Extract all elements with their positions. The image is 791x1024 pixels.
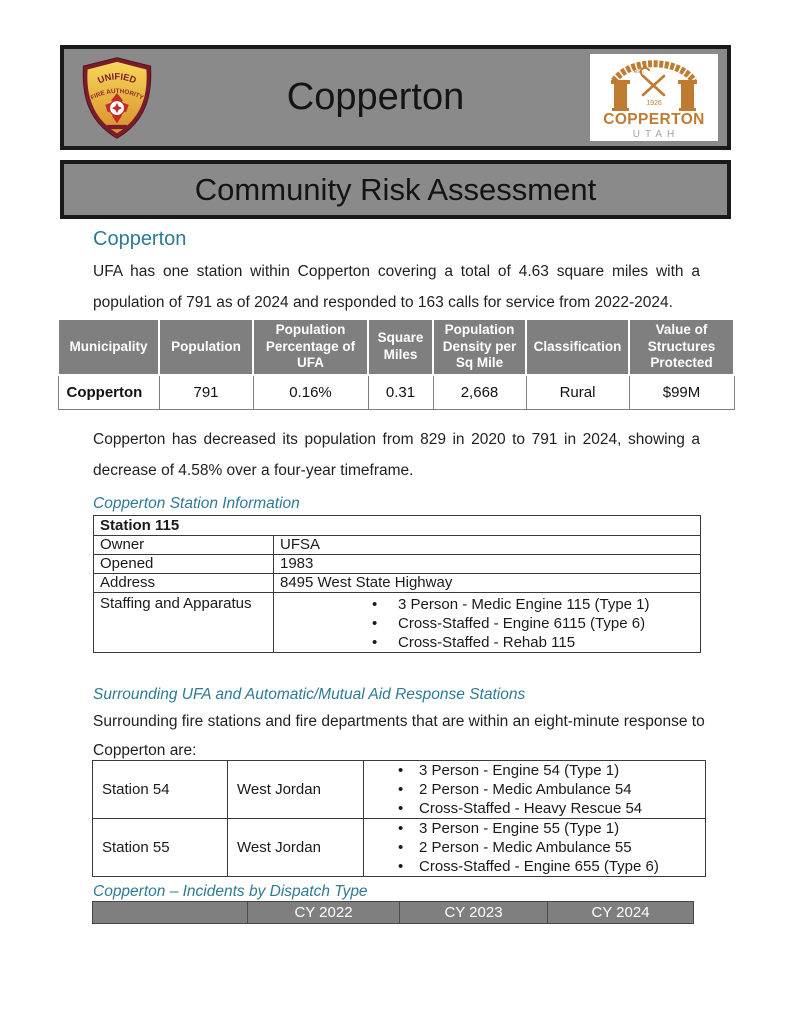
incidents-heading: Copperton – Incidents by Dispatch Type: [93, 883, 368, 900]
cell-pop-percentage: 0.16%: [252, 374, 369, 410]
apparatus-item: Cross-Staffed - Heavy Rescue 54: [364, 799, 705, 818]
section-heading-copperton: Copperton: [93, 228, 187, 250]
station-row-owner: Owner UFSA: [93, 535, 702, 555]
cell-municipality: Copperton: [57, 374, 160, 410]
station-label-staffing: Staffing and Apparatus: [93, 592, 274, 653]
incidents-header-blank-cell: [93, 902, 248, 923]
staffing-item: Cross-Staffed - Rehab 115: [280, 633, 694, 652]
staffing-item: Cross-Staffed - Engine 6115 (Type 6): [280, 614, 694, 633]
municipality-table: Municipality Population Population Perce…: [57, 318, 735, 410]
station-value-opened: 1983: [272, 554, 702, 574]
station-value-owner: UFSA: [272, 535, 702, 555]
staffing-apparatus-list: 3 Person - Medic Engine 115 (Type 1) Cro…: [280, 595, 694, 652]
station-55-name: Station 55: [92, 818, 228, 877]
col-header-pop-percentage: Population Percentage of UFA: [252, 318, 369, 376]
surrounding-stations-table: Station 54 West Jordan 3 Person - Engine…: [92, 760, 706, 877]
copperton-logo-name: COPPERTON: [603, 111, 705, 128]
copperton-logo-state: UTAH: [633, 129, 679, 140]
col-header-population: Population: [158, 318, 254, 376]
ufa-cross-emblem: [105, 92, 129, 123]
cell-population: 791: [158, 374, 254, 410]
station-row-staffing: Staffing and Apparatus 3 Person - Medic …: [93, 592, 702, 653]
cell-square-miles: 0.31: [367, 374, 434, 410]
apparatus-item: 3 Person - Engine 55 (Type 1): [364, 819, 705, 838]
municipality-table-header-row: Municipality Population Population Perce…: [57, 318, 735, 376]
station-label-address: Address: [93, 573, 274, 593]
station-info-heading: Copperton Station Information: [93, 495, 300, 512]
station-row-opened: Opened 1983: [93, 554, 702, 574]
cell-structure-value: $99M: [628, 374, 735, 410]
municipality-data-row: Copperton 791 0.16% 0.31 2,668 Rural $99…: [57, 374, 735, 410]
col-header-density: Population Density per Sq Mile: [432, 318, 527, 376]
copperton-logo-est: est.: [634, 68, 645, 75]
col-header-municipality: Municipality: [57, 318, 160, 376]
crossed-tools-icon: [639, 66, 666, 97]
staffing-item: 3 Person - Medic Engine 115 (Type 1): [280, 595, 694, 614]
surrounding-stations-heading: Surrounding UFA and Automatic/Mutual Aid…: [93, 686, 526, 703]
population-note-paragraph: Copperton has decreased its population f…: [93, 431, 700, 479]
copperton-logo-year: 1926: [646, 100, 662, 107]
station-label-opened: Opened: [93, 554, 274, 574]
station-55-apparatus-list: 3 Person - Engine 55 (Type 1) 2 Person -…: [364, 819, 705, 876]
station-title-row: Station 115: [92, 515, 702, 536]
apparatus-item: 3 Person - Engine 54 (Type 1): [364, 761, 705, 780]
ufa-shield-icon: UNIFIED FIRE AUTHORITY: [82, 56, 152, 139]
station-54-apparatus-list: 3 Person - Engine 54 (Type 1) 2 Person -…: [364, 761, 705, 818]
apparatus-item: 2 Person - Medic Ambulance 55: [364, 838, 705, 857]
copperton-arch-graphic: [611, 80, 697, 111]
subtitle-banner: Community Risk Assessment: [60, 160, 731, 219]
intro-paragraph: UFA has one station within Copperton cov…: [93, 263, 700, 311]
surrounding-paragraph: Surrounding fire stations and fire depar…: [93, 713, 705, 759]
incidents-table-header-row: CY 2022 CY 2023 CY 2024: [92, 901, 694, 924]
incidents-header-cy2024: CY 2024: [548, 902, 693, 923]
col-header-classification: Classification: [525, 318, 630, 376]
surrounding-station-row: Station 55 West Jordan 3 Person - Engine…: [92, 818, 706, 877]
station-row-address: Address 8495 West State Highway: [93, 573, 702, 593]
apparatus-item: Cross-Staffed - Engine 655 (Type 6): [364, 857, 705, 876]
surrounding-station-row: Station 54 West Jordan 3 Person - Engine…: [92, 760, 706, 819]
incidents-header-cy2022: CY 2022: [248, 902, 400, 923]
station-value-address: 8495 West State Highway: [272, 573, 702, 593]
station-54-name: Station 54: [92, 760, 228, 819]
cell-density: 2,668: [432, 374, 527, 410]
station-title: Station 115: [92, 515, 702, 536]
page-title: Copperton: [286, 76, 465, 118]
ufa-logo-text-top: UNIFIED: [96, 71, 138, 85]
col-header-square-miles: Square Miles: [367, 318, 434, 376]
station-label-owner: Owner: [93, 535, 274, 555]
station-55-city: West Jordan: [227, 818, 364, 877]
apparatus-item: 2 Person - Medic Ambulance 54: [364, 780, 705, 799]
copperton-town-logo-icon: est. 1926 COPPERTON UTAH: [590, 54, 718, 141]
header-banner: UNIFIED FIRE AUTHORITY Copperton: [60, 45, 731, 150]
station-info-table: Station 115 Owner UFSA Opened 1983 Addre…: [92, 515, 702, 653]
incidents-header-cy2023: CY 2023: [400, 902, 548, 923]
col-header-structure-value: Value of Structures Protected: [628, 318, 735, 376]
document-subtitle: Community Risk Assessment: [194, 171, 597, 207]
station-54-city: West Jordan: [227, 760, 364, 819]
cell-classification: Rural: [525, 374, 630, 410]
